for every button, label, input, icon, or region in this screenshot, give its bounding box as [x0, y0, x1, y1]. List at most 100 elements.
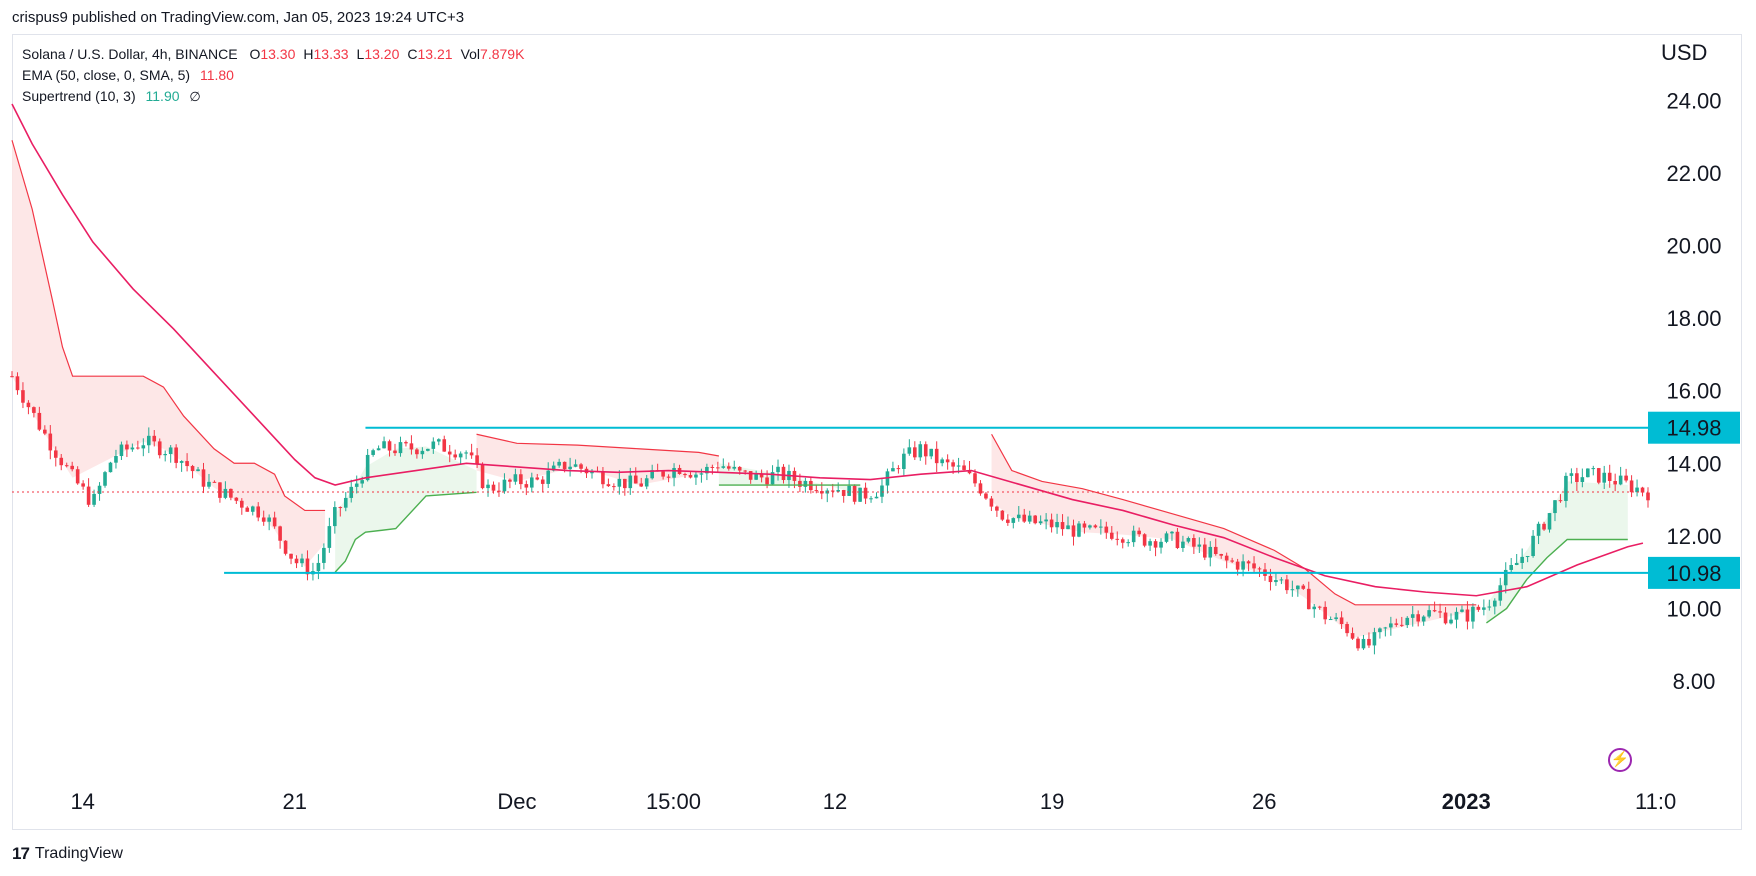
lightning-icon[interactable]: ⚡ [1608, 748, 1632, 772]
candle-body [934, 448, 939, 464]
candle-body [1372, 632, 1377, 646]
candle-body [1602, 472, 1607, 483]
candle-body [1208, 546, 1213, 558]
candle-body [267, 517, 271, 522]
candle-body [1055, 522, 1059, 528]
candle-body [907, 447, 912, 454]
candle-body [852, 485, 857, 502]
level-price-label: 10.98 [1666, 561, 1721, 586]
candle-body [623, 478, 627, 489]
candle-body [830, 490, 835, 492]
candle-body [294, 558, 299, 564]
chart-frame[interactable] [12, 34, 1742, 830]
candle-body [497, 490, 501, 492]
candle-body [469, 452, 474, 456]
candle-body [119, 444, 124, 457]
candle-body [869, 498, 873, 500]
candle-body [475, 455, 479, 465]
candle-body [743, 470, 747, 472]
candle-body [464, 452, 468, 454]
candle-body [1109, 532, 1114, 539]
candle-body [305, 558, 310, 575]
ohlc-key: H [303, 46, 314, 62]
candle-body [1460, 609, 1464, 612]
candle-body [278, 526, 282, 541]
candle-body [1487, 606, 1492, 608]
candle-body [606, 484, 611, 487]
candle-body [1219, 554, 1224, 556]
candle-body [1060, 522, 1065, 530]
candle-body [349, 486, 354, 498]
candle-body [1624, 475, 1628, 481]
candle-body [53, 450, 58, 458]
candle-body [759, 473, 764, 478]
candle-body [535, 477, 540, 480]
ohlc-key: L [356, 46, 365, 62]
candle-body [1027, 515, 1032, 522]
candle-body [327, 526, 332, 548]
candle-body [562, 461, 567, 470]
candle-body [1153, 541, 1158, 548]
candle-body [1071, 525, 1076, 537]
candle-body [207, 481, 211, 487]
legend-supertrend-row[interactable]: Supertrend (10, 3) 11.90 ∅ [22, 86, 524, 107]
candle-body [1339, 617, 1344, 625]
ohlc-value: 7.879K [480, 46, 525, 62]
candle-body [1257, 568, 1262, 570]
candle-body [1509, 564, 1514, 570]
candle-body [223, 488, 228, 498]
candle-body [163, 454, 168, 456]
chart-legend: Solana / U.S. Dollar, 4h, BINANCE O13.30… [22, 44, 524, 107]
y-tick-label: 20.00 [1666, 234, 1721, 259]
x-tick-label: 2023 [1442, 789, 1491, 814]
candle-body [146, 435, 151, 446]
level-price-tag [1648, 411, 1740, 444]
candle-body [218, 482, 222, 498]
candle-body [365, 454, 370, 481]
candle-body [491, 484, 496, 491]
candle-body [398, 442, 403, 454]
currency-label: USD [1661, 40, 1708, 65]
candle-body [1203, 544, 1207, 558]
candle-body [1465, 609, 1470, 622]
candle-body [721, 466, 726, 468]
candle-body [48, 433, 53, 451]
candle-body [1279, 579, 1284, 581]
x-tick-label: 11:0 [1635, 789, 1676, 814]
candle-body [1427, 610, 1431, 617]
legend-ema-row[interactable]: EMA (50, close, 0, SMA, 5) 11.80 [22, 65, 524, 86]
candle-body [1296, 585, 1300, 590]
candle-body [26, 402, 31, 408]
candle-body [699, 473, 704, 475]
candle-body [918, 444, 923, 458]
candle-body [891, 468, 895, 472]
candle-body [1482, 607, 1486, 610]
candle-body [601, 471, 605, 485]
candle-body [1569, 473, 1574, 476]
candle-body [59, 457, 64, 466]
candle-body [97, 485, 102, 494]
candle-body [995, 506, 999, 511]
x-tick-label: 12 [823, 789, 847, 814]
candle-body [540, 479, 545, 484]
candle-body [1016, 514, 1021, 519]
candle-body [1345, 624, 1349, 634]
candle-body [1066, 525, 1070, 530]
candle-body [1492, 600, 1497, 607]
candle-body [289, 553, 293, 559]
candle-body [360, 480, 364, 484]
candle-body [502, 479, 507, 492]
level-price-label: 14.98 [1666, 416, 1721, 441]
x-tick-label: Dec [497, 789, 536, 814]
x-tick-label: 15:00 [646, 789, 701, 814]
candle-body [409, 443, 414, 450]
candle-body [86, 486, 91, 505]
supertrend-down-line [476, 433, 720, 457]
footer-brand[interactable]: 17 TradingView [12, 844, 123, 864]
candle-body [442, 439, 447, 452]
candle-body [863, 487, 868, 499]
supertrend-down-line [11, 140, 326, 512]
candle-body [64, 465, 69, 467]
candle-body [1542, 523, 1546, 530]
